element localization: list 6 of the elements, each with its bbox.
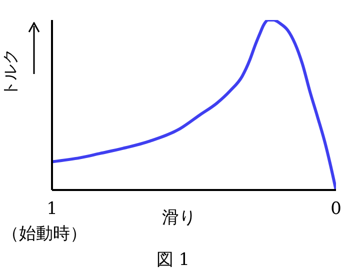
x-axis-title: 滑り: [162, 207, 196, 229]
x-tick-label: 1: [46, 199, 58, 220]
y-axis-title: トルク: [0, 48, 20, 98]
x-tick-label: 0: [330, 199, 342, 220]
text: （始動時）: [2, 223, 87, 245]
caption: 図 1: [155, 249, 191, 271]
